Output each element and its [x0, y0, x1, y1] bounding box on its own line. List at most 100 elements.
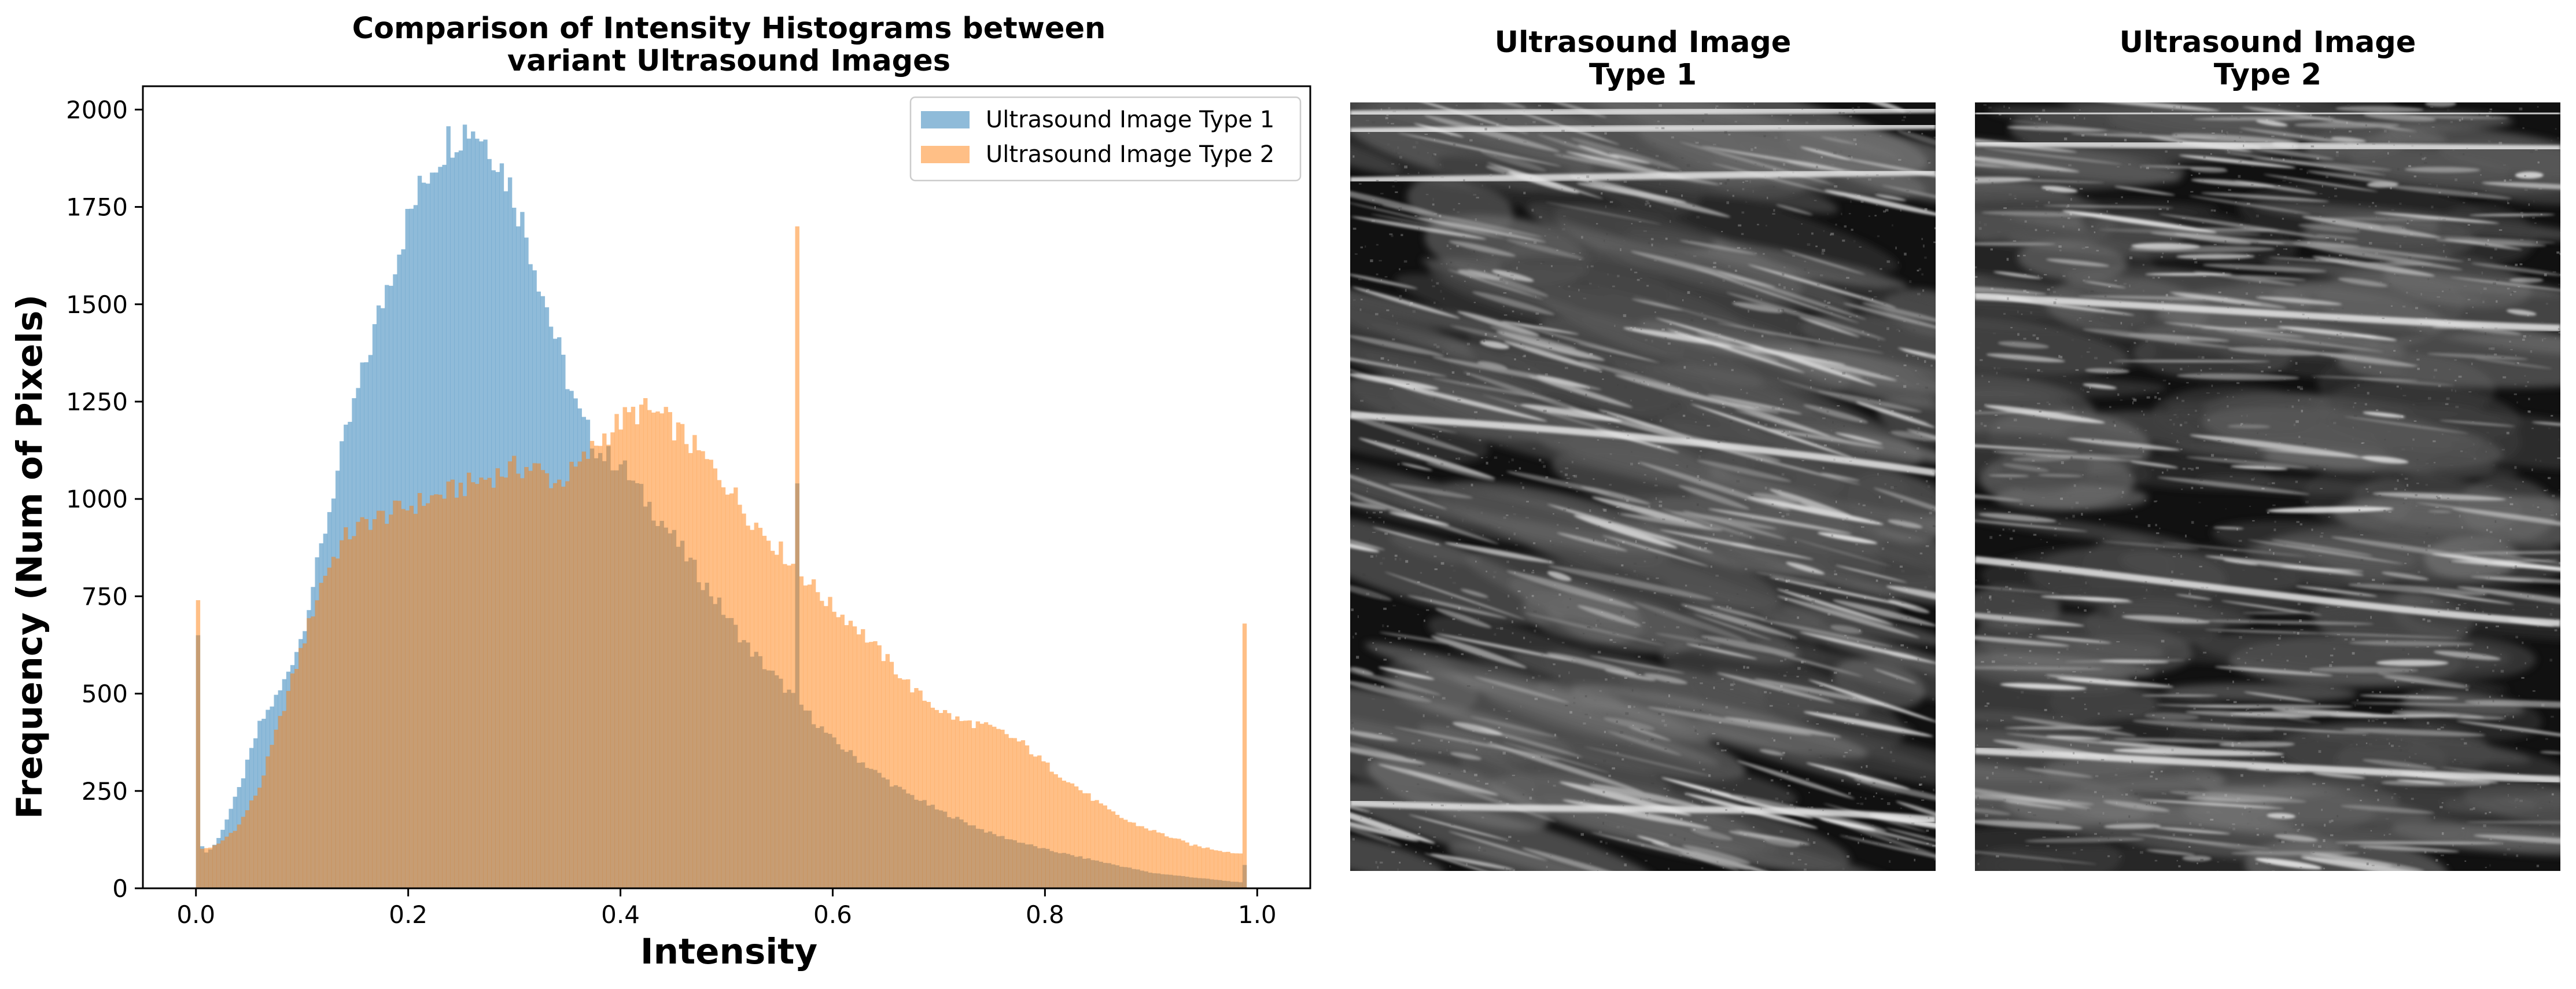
- histogram-bar: [598, 446, 603, 888]
- histogram-bar: [204, 848, 209, 888]
- histogram-bar: [729, 493, 734, 888]
- histogram-bar: [1226, 851, 1230, 888]
- legend: Ultrasound Image Type 1 Ultrasound Image …: [909, 96, 1302, 182]
- histogram-bar: [1177, 839, 1181, 888]
- histogram-bar: [495, 468, 500, 888]
- histogram-bar: [1053, 774, 1058, 888]
- histogram-bar: [241, 817, 246, 888]
- histogram-bar: [1103, 805, 1108, 888]
- histogram-bar: [245, 810, 250, 888]
- histogram-bar: [643, 398, 648, 888]
- histogram-bar: [216, 843, 221, 888]
- histogram-bar: [963, 720, 968, 888]
- histogram-bar: [462, 496, 467, 888]
- histogram-bar: [635, 424, 640, 888]
- histogram-bar: [1193, 844, 1198, 888]
- histogram-bar: [1070, 783, 1075, 888]
- histogram-bar: [1119, 818, 1124, 888]
- histogram-bar: [1127, 822, 1132, 888]
- histogram-bar: [1082, 793, 1087, 888]
- histogram-bar: [573, 466, 578, 888]
- histogram-bar: [331, 557, 336, 888]
- histogram-bar: [340, 540, 344, 888]
- histogram-bar: [725, 494, 730, 888]
- histogram-bar: [717, 480, 722, 888]
- histogram-bar: [987, 725, 993, 888]
- histogram-bar: [721, 487, 726, 888]
- histogram-bar: [787, 565, 791, 888]
- histogram-bar: [922, 700, 927, 888]
- histogram-bar: [795, 226, 799, 888]
- histogram-bar: [212, 845, 217, 888]
- histogram-bar: [622, 407, 627, 888]
- histogram-bar: [951, 719, 956, 888]
- histogram-bar: [270, 745, 274, 888]
- histogram-bar: [405, 510, 410, 888]
- histogram-bar: [606, 444, 611, 888]
- histogram-bar: [536, 463, 541, 888]
- histogram-bar: [1238, 853, 1243, 888]
- histogram-bar: [799, 576, 804, 888]
- histogram-bar: [471, 482, 476, 888]
- histogram-bar: [532, 463, 537, 888]
- x-tick-label: 1.0: [1238, 900, 1277, 929]
- histogram-bar: [647, 410, 652, 888]
- histogram-bar: [569, 461, 574, 888]
- histogram-bar: [1210, 849, 1214, 888]
- histogram-bar: [220, 840, 225, 888]
- histogram-bar: [1041, 761, 1046, 888]
- histogram-bar: [229, 833, 233, 888]
- histogram-bar: [315, 600, 319, 888]
- histogram-bar: [1029, 754, 1034, 888]
- histogram-bar: [820, 601, 824, 888]
- histogram-bar: [298, 648, 303, 888]
- histogram-bar: [770, 550, 775, 888]
- histogram-bar: [844, 625, 849, 888]
- histogram-bar: [454, 497, 459, 888]
- histogram-bar: [1107, 809, 1112, 888]
- histogram-bar: [762, 535, 767, 888]
- ultrasound-image-type2-title: Ultrasound Image Type 2: [2119, 25, 2416, 92]
- histogram-bar: [282, 711, 287, 888]
- histogram-bar: [1074, 786, 1079, 888]
- histogram-bar: [746, 525, 750, 888]
- histogram-bar: [865, 642, 869, 888]
- histogram-bar: [1205, 847, 1210, 888]
- histogram-bar: [380, 510, 385, 888]
- histogram-bar: [393, 501, 397, 888]
- histogram-bar: [385, 524, 389, 888]
- histogram-bar: [548, 488, 554, 888]
- histogram-bar: [594, 446, 599, 888]
- histogram-bar: [783, 564, 787, 888]
- histogram-bar: [1066, 782, 1071, 888]
- histogram-bar: [581, 451, 587, 888]
- histogram-bar: [906, 679, 911, 888]
- x-tick-label: 0.6: [813, 900, 852, 929]
- histogram-bar: [1045, 762, 1050, 888]
- histogram-bar: [873, 641, 878, 888]
- histogram-bar: [672, 440, 677, 888]
- histogram-bar: [1169, 837, 1173, 888]
- histogram-bar: [1189, 845, 1193, 888]
- histogram-bar: [446, 481, 451, 888]
- histogram-bar: [996, 729, 1001, 888]
- histogram-bar: [918, 690, 923, 888]
- histogram-bar: [889, 661, 894, 888]
- histogram-bar: [1152, 830, 1157, 888]
- histogram-bar: [253, 795, 258, 888]
- histogram-bar: [294, 668, 299, 888]
- histogram-bar: [618, 429, 623, 888]
- histogram-bar: [910, 692, 915, 888]
- histogram-bar: [487, 477, 492, 888]
- histogram-bar: [897, 678, 902, 888]
- histogram-bar: [520, 478, 525, 888]
- histogram-bar: [1123, 819, 1128, 888]
- histogram-bar: [959, 720, 964, 888]
- histogram-bar: [409, 505, 414, 888]
- histogram-bar: [348, 539, 352, 888]
- histogram-bar: [914, 687, 919, 888]
- histogram-bar: [434, 494, 438, 888]
- histogram-bar: [758, 528, 763, 888]
- histogram-bar: [983, 722, 989, 888]
